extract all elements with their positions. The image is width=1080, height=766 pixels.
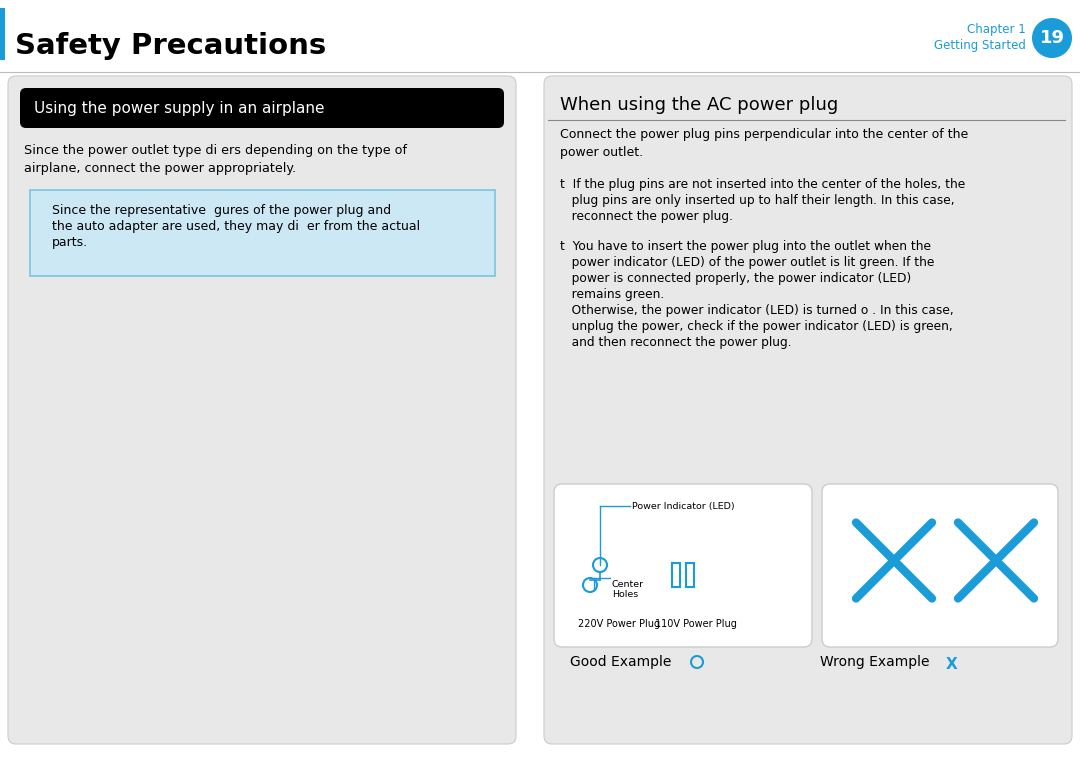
Text: Holes: Holes — [612, 590, 638, 599]
FancyBboxPatch shape — [30, 190, 495, 276]
Text: Connect the power plug pins perpendicular into the center of the: Connect the power plug pins perpendicula… — [561, 128, 969, 141]
Text: Safety Precautions: Safety Precautions — [15, 32, 326, 60]
Text: Center: Center — [612, 580, 644, 589]
Text: power outlet.: power outlet. — [561, 146, 643, 159]
Text: t  If the plug pins are not inserted into the center of the holes, the: t If the plug pins are not inserted into… — [561, 178, 966, 191]
Text: When using the AC power plug: When using the AC power plug — [561, 96, 838, 114]
Text: Using the power supply in an airplane: Using the power supply in an airplane — [33, 100, 324, 116]
Bar — [0, 8, 5, 60]
Text: unplug the power, check if the power indicator (LED) is green,: unplug the power, check if the power ind… — [561, 320, 953, 333]
Bar — [672, 563, 680, 587]
FancyBboxPatch shape — [8, 76, 516, 744]
Text: the auto adapter are used, they may di  er from the actual: the auto adapter are used, they may di e… — [52, 220, 420, 233]
Text: and then reconnect the power plug.: and then reconnect the power plug. — [561, 336, 792, 349]
FancyBboxPatch shape — [822, 484, 1058, 647]
Text: power indicator (LED) of the power outlet is lit green. If the: power indicator (LED) of the power outle… — [561, 256, 934, 269]
Text: Getting Started: Getting Started — [934, 40, 1026, 53]
Text: reconnect the power plug.: reconnect the power plug. — [561, 210, 733, 223]
Text: Chapter 1: Chapter 1 — [968, 24, 1026, 37]
Text: Since the representative  gures of the power plug and: Since the representative gures of the po… — [52, 204, 391, 217]
Text: Since the power outlet type di ers depending on the type of: Since the power outlet type di ers depen… — [24, 144, 407, 157]
Text: Wrong Example: Wrong Example — [821, 655, 930, 669]
Text: 110V Power Plug: 110V Power Plug — [654, 619, 737, 629]
Text: Otherwise, the power indicator (LED) is turned o . In this case,: Otherwise, the power indicator (LED) is … — [561, 304, 954, 317]
Text: X: X — [946, 657, 958, 672]
Text: Good Example: Good Example — [569, 655, 671, 669]
Text: plug pins are only inserted up to half their length. In this case,: plug pins are only inserted up to half t… — [561, 194, 955, 207]
Text: airplane, connect the power appropriately.: airplane, connect the power appropriatel… — [24, 162, 296, 175]
Text: 19: 19 — [1039, 29, 1065, 47]
Text: parts.: parts. — [52, 236, 89, 249]
FancyBboxPatch shape — [554, 484, 812, 647]
Bar — [0, 0, 1080, 72]
FancyBboxPatch shape — [544, 76, 1072, 744]
Text: Power Indicator (LED): Power Indicator (LED) — [632, 502, 734, 510]
Circle shape — [1032, 18, 1072, 58]
Bar — [686, 563, 694, 587]
Text: power is connected properly, the power indicator (LED): power is connected properly, the power i… — [561, 272, 912, 285]
Text: 220V Power Plug: 220V Power Plug — [578, 619, 660, 629]
Text: remains green.: remains green. — [561, 288, 664, 301]
FancyBboxPatch shape — [21, 88, 504, 128]
Text: t  You have to insert the power plug into the outlet when the: t You have to insert the power plug into… — [561, 240, 931, 253]
